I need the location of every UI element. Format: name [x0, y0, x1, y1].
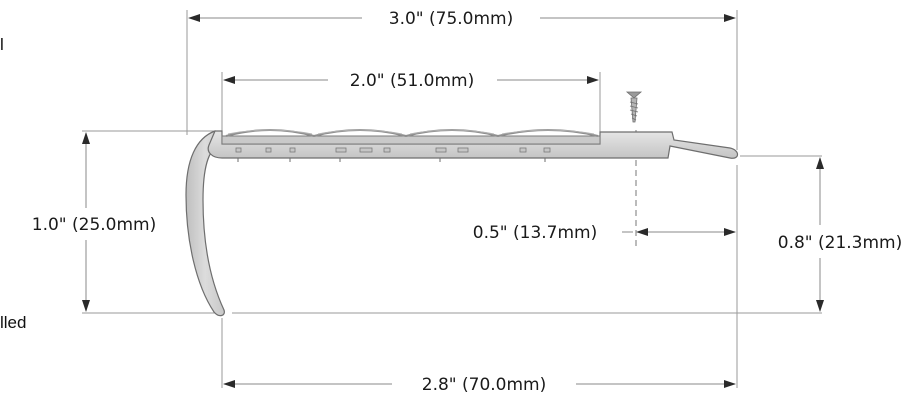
- nose-curve: [185, 130, 225, 317]
- overall-width-label: 3.0" (75.0mm): [389, 9, 514, 29]
- extension-lines: [82, 10, 822, 388]
- dimension-flange-height: 0.8" (21.3mm): [778, 157, 903, 312]
- screw-icon: [625, 91, 643, 123]
- flange-height-label: 0.8" (21.3mm): [778, 233, 903, 253]
- nose-height-label: 1.0" (25.0mm): [32, 215, 157, 235]
- cropped-side-text-bottom: lled: [0, 313, 26, 332]
- dimension-base-width: 2.8" (70.0mm): [223, 375, 736, 395]
- base-width-label: 2.8" (70.0mm): [422, 375, 547, 395]
- tread-width-label: 2.0" (51.0mm): [350, 71, 475, 91]
- nosing-profile: [185, 129, 739, 317]
- tread-plate: [207, 130, 739, 159]
- dimension-nose-height: 1.0" (25.0mm): [32, 132, 157, 312]
- dimension-tread-width: 2.0" (51.0mm): [223, 71, 599, 91]
- cropped-side-text-top: l: [0, 35, 4, 54]
- anti-slip-insert: [221, 135, 601, 145]
- insert-ribs: [225, 129, 599, 138]
- screw-offset-label: 0.5" (13.7mm): [473, 223, 598, 243]
- dimension-overall-width: 3.0" (75.0mm): [188, 9, 736, 29]
